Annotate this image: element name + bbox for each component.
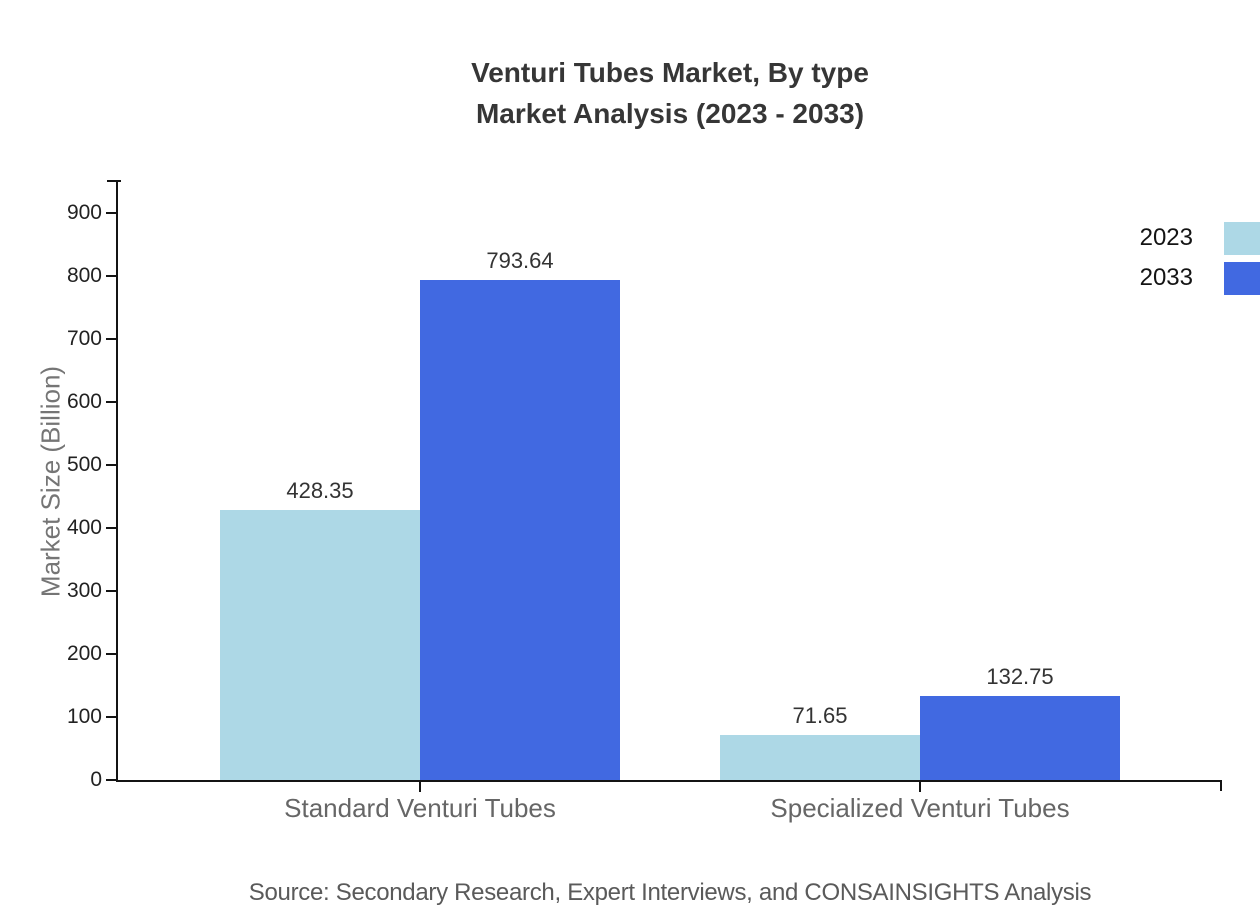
legend-swatch-2023 [1224, 221, 1260, 255]
bar-2033-2 [920, 696, 1120, 780]
y-tick-mark [106, 401, 116, 403]
y-tick-label: 0 [90, 768, 102, 791]
chart-title: Venturi Tubes Market, By type Market Ana… [80, 52, 1260, 134]
y-tick-label: 100 [66, 705, 102, 728]
y-axis-line [116, 180, 118, 782]
category-label: Specialized Venturi Tubes [770, 793, 1070, 823]
bar-2023-2 [720, 734, 920, 780]
bar-value-label: 132.75 [986, 664, 1054, 690]
y-tick-mark [106, 527, 116, 529]
y-tick-label: 500 [66, 453, 102, 476]
y-tick-label: 300 [66, 579, 102, 602]
chart-title-line-2: Market Analysis (2023 - 2033) [475, 98, 865, 129]
y-tick-mark [106, 653, 116, 655]
chart-title-line-1: Venturi Tubes Market, By type [471, 57, 869, 88]
source-note: Source: Secondary Research, Expert Inter… [248, 879, 1092, 906]
legend: 2023 2033 [1140, 218, 1260, 298]
bar-2033-1 [420, 280, 620, 780]
legend-swatch-2033 [1224, 261, 1260, 295]
y-tick-mark [106, 590, 116, 592]
category-label: Standard Venturi Tubes [284, 793, 556, 823]
legend-row: 2033 [1140, 258, 1260, 298]
bar-value-label: 71.65 [792, 702, 848, 728]
y-tick-label: 800 [66, 264, 102, 287]
y-tick-mark [106, 338, 116, 340]
y-tick-label: 600 [66, 390, 102, 413]
x-axis-line [116, 780, 1222, 782]
legend-row: 2023 [1140, 218, 1260, 258]
x-axis-end-cap [1220, 780, 1222, 791]
y-tick-label: 400 [66, 516, 102, 539]
y-axis-end-cap [107, 180, 121, 182]
y-tick-mark [106, 716, 116, 718]
y-tick-label: 900 [66, 201, 102, 224]
y-tick-mark [106, 464, 116, 466]
legend-label: 2023 [1139, 224, 1193, 251]
bar-2023-1 [220, 510, 420, 780]
x-tick-mark [419, 782, 421, 792]
x-tick-mark [919, 782, 921, 792]
bar-value-label: 428.35 [286, 478, 354, 504]
y-tick-label: 700 [66, 327, 102, 350]
y-tick-mark [106, 779, 116, 781]
y-tick-mark [106, 275, 116, 277]
legend-label: 2033 [1139, 264, 1193, 291]
bar-value-label: 793.64 [486, 248, 554, 273]
y-tick-label: 200 [66, 642, 102, 665]
y-tick-mark [106, 212, 116, 214]
